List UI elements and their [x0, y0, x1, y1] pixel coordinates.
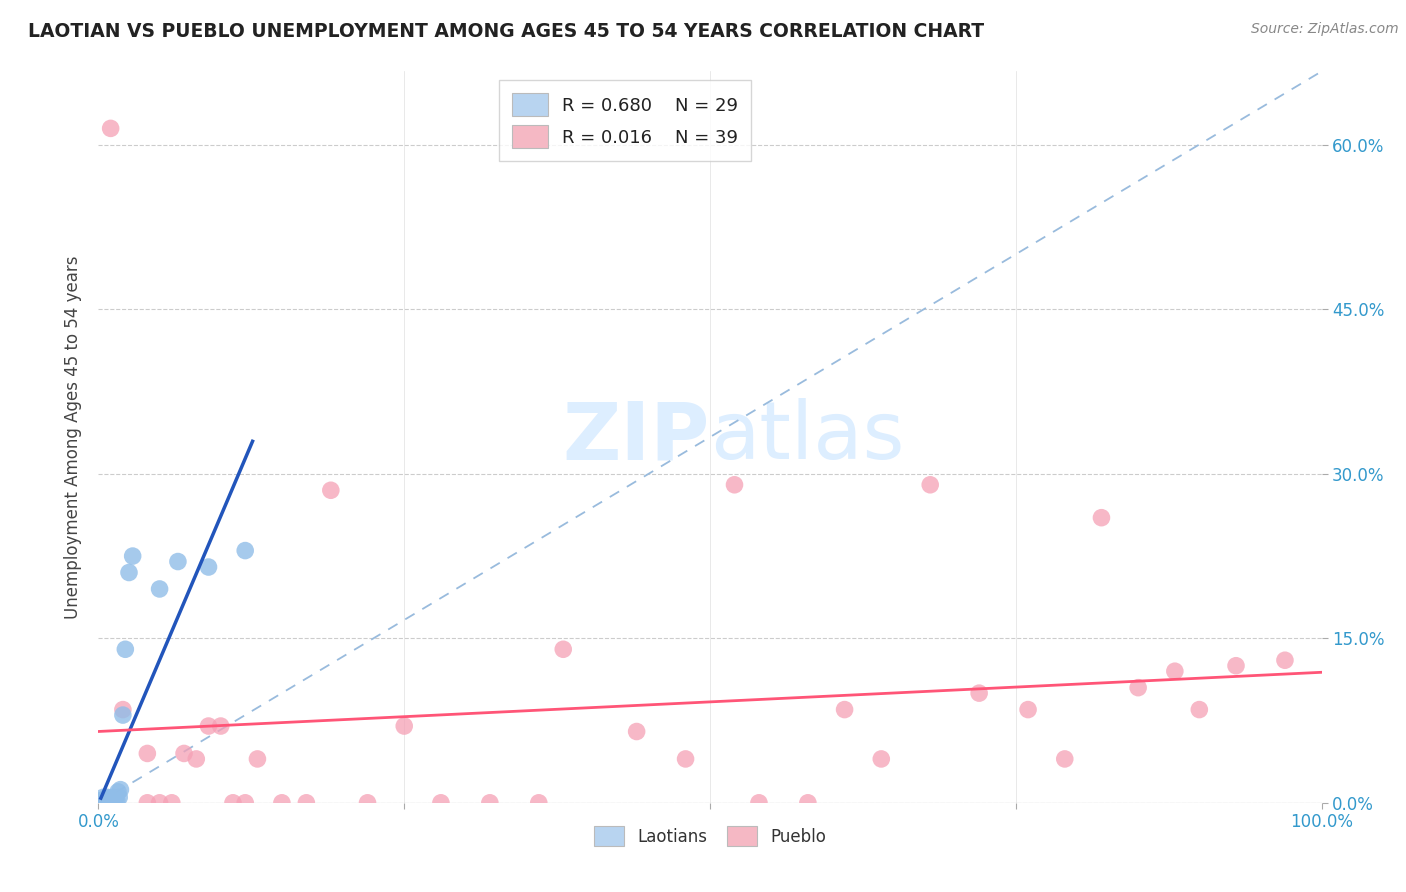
Point — [149, 582, 172, 596]
Point — [107, 785, 129, 799]
Point — [1188, 703, 1211, 717]
Point — [222, 796, 245, 810]
Point — [197, 560, 219, 574]
Point — [100, 792, 122, 806]
Point — [675, 752, 697, 766]
Point — [93, 792, 115, 806]
Point — [270, 796, 294, 810]
Point — [97, 791, 120, 805]
Point — [160, 796, 183, 810]
Text: atlas: atlas — [710, 398, 904, 476]
Point — [233, 543, 256, 558]
Point — [1274, 653, 1296, 667]
Point — [430, 796, 453, 810]
Point — [108, 790, 131, 805]
Point — [748, 796, 770, 810]
Point — [101, 790, 124, 805]
Point — [101, 795, 124, 809]
Text: ZIP: ZIP — [562, 398, 710, 476]
Point — [97, 795, 120, 809]
Point — [136, 747, 159, 761]
Point — [553, 642, 575, 657]
Point — [967, 686, 990, 700]
Point — [1164, 664, 1187, 678]
Point — [295, 796, 318, 810]
Point — [100, 121, 122, 136]
Point — [233, 796, 256, 810]
Point — [111, 703, 134, 717]
Text: LAOTIAN VS PUEBLO UNEMPLOYMENT AMONG AGES 45 TO 54 YEARS CORRELATION CHART: LAOTIAN VS PUEBLO UNEMPLOYMENT AMONG AGE… — [28, 22, 984, 41]
Point — [121, 549, 143, 563]
Point — [167, 555, 190, 569]
Point — [104, 791, 127, 805]
Point — [478, 796, 501, 810]
Point — [94, 794, 117, 808]
Point — [626, 724, 648, 739]
Point — [93, 795, 115, 809]
Text: Source: ZipAtlas.com: Source: ZipAtlas.com — [1251, 22, 1399, 37]
Point — [356, 796, 378, 810]
Point — [920, 477, 942, 491]
Point — [103, 792, 125, 806]
Point — [246, 752, 269, 766]
Point — [136, 796, 159, 810]
Point — [96, 790, 118, 805]
Point — [173, 747, 195, 761]
Point — [1053, 752, 1076, 766]
Point — [1225, 658, 1247, 673]
Point — [1017, 703, 1039, 717]
Point — [91, 796, 114, 810]
Legend: Laotians, Pueblo: Laotians, Pueblo — [588, 820, 832, 853]
Point — [94, 796, 117, 810]
Point — [111, 708, 134, 723]
Point — [186, 752, 208, 766]
Point — [319, 483, 342, 498]
Point — [114, 642, 136, 657]
Point — [392, 719, 416, 733]
Point — [870, 752, 893, 766]
Point — [1090, 510, 1112, 524]
Point — [105, 794, 128, 808]
Point — [110, 782, 132, 797]
Point — [1128, 681, 1150, 695]
Point — [527, 796, 550, 810]
Point — [90, 794, 112, 808]
Point — [91, 790, 114, 805]
Point — [723, 477, 745, 491]
Point — [197, 719, 219, 733]
Point — [149, 796, 172, 810]
Y-axis label: Unemployment Among Ages 45 to 54 years: Unemployment Among Ages 45 to 54 years — [63, 255, 82, 619]
Point — [96, 792, 118, 806]
Point — [118, 566, 141, 580]
Point — [797, 796, 820, 810]
Point — [209, 719, 232, 733]
Point — [834, 703, 856, 717]
Point — [98, 794, 121, 808]
